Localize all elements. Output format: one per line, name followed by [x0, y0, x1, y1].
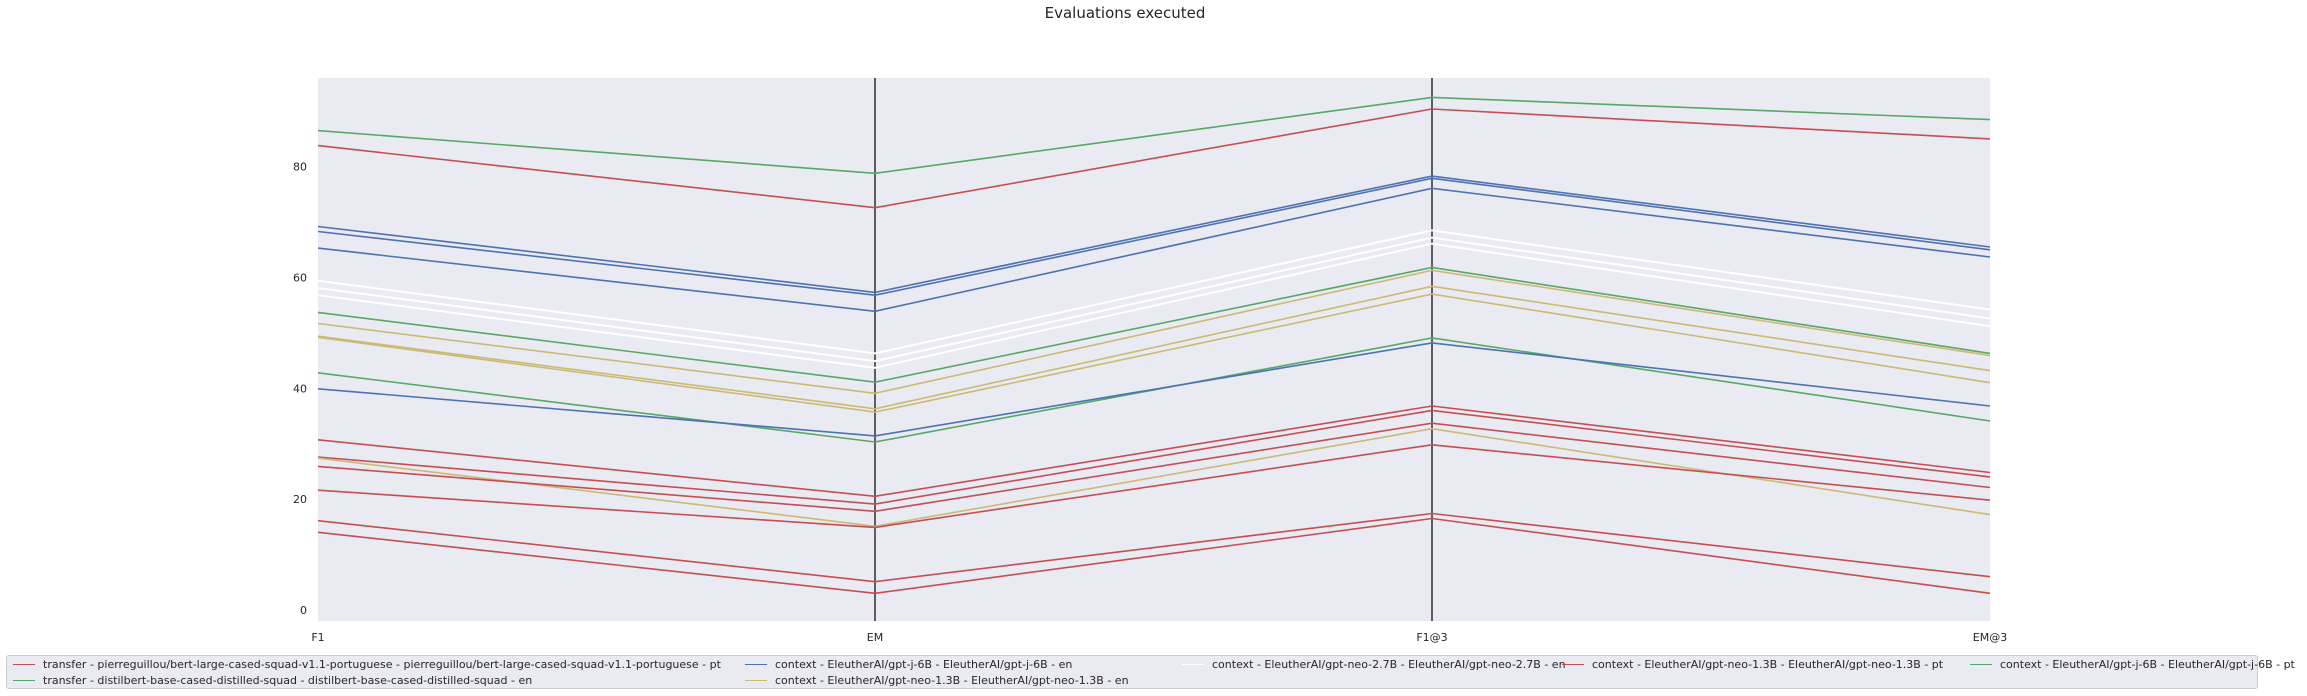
series-line-14: [317, 342, 1991, 437]
series-line-12: [317, 293, 1991, 413]
legend-label: transfer - distilbert-base-cased-distill…: [43, 674, 533, 687]
series-line-3: [317, 175, 1991, 294]
series-line-10: [317, 269, 1991, 395]
legend-label: transfer - pierreguillou/bert-large-case…: [43, 658, 721, 671]
series-line-6: [317, 229, 1991, 355]
series-line-17: [317, 427, 1991, 528]
legend-swatch: [1182, 664, 1204, 665]
series-line-9: [317, 266, 1991, 384]
legend-label: context - EleutherAI/gpt-j-6B - Eleuther…: [775, 658, 1073, 671]
x-tick-label: F1: [311, 631, 324, 644]
legend-item: context - EleutherAI/gpt-neo-2.7B - Eleu…: [1182, 657, 1566, 672]
series-line-16: [317, 409, 1991, 505]
legend-label: context - EleutherAI/gpt-neo-2.7B - Eleu…: [1212, 658, 1566, 671]
legend-swatch: [1562, 664, 1584, 665]
legend-item: context - EleutherAI/gpt-neo-1.3B - Eleu…: [1562, 657, 1943, 672]
y-tick-label: 80: [293, 161, 307, 174]
series-line-7: [317, 236, 1991, 363]
legend-item: transfer - pierreguillou/bert-large-case…: [13, 657, 721, 672]
series-line-4: [317, 177, 1991, 297]
legend-item: transfer - distilbert-base-cased-distill…: [13, 673, 532, 688]
legend: transfer - pierreguillou/bert-large-case…: [6, 655, 2295, 689]
x-tick-label: F1@3: [1416, 631, 1447, 644]
legend-swatch: [745, 680, 767, 681]
legend-swatch: [13, 680, 35, 681]
legend-label: context - EleutherAI/gpt-j-6B - Eleuther…: [2000, 658, 2295, 671]
x-tick-label: EM: [867, 631, 883, 644]
legend-label: context - EleutherAI/gpt-neo-1.3B - Eleu…: [775, 674, 1129, 687]
series-line-15: [317, 405, 1991, 498]
y-tick-label: 40: [293, 382, 307, 395]
series-line-21: [317, 517, 1991, 595]
series-line-1: [317, 96, 1991, 175]
series-line-18: [317, 422, 1991, 513]
y-tick-label: 20: [293, 493, 307, 506]
y-tick-labels: 0 20 40 60 80: [293, 161, 307, 617]
x-tick-label: EM@3: [1973, 631, 2007, 644]
series-line-19: [317, 443, 1991, 529]
legend-swatch: [13, 664, 35, 665]
y-tick-label: 0: [300, 604, 307, 617]
axes-layer: [874, 78, 1433, 621]
legend-item: context - EleutherAI/gpt-j-6B - Eleuther…: [1970, 657, 2295, 672]
series-line-11: [317, 285, 1991, 410]
legend-item: context - EleutherAI/gpt-j-6B - Eleuther…: [745, 657, 1072, 672]
series-line-8: [317, 242, 1991, 369]
legend-item: context - EleutherAI/gpt-neo-1.3B - Eleu…: [745, 673, 1129, 688]
series-line-20: [317, 512, 1991, 583]
x-tick-labels: F1 EM F1@3 EM@3: [311, 631, 2007, 644]
legend-swatch: [745, 664, 767, 665]
series-line-2: [317, 108, 1991, 209]
chart-title: Evaluations executed: [1045, 4, 1206, 22]
plot-area: [318, 78, 1990, 621]
legend-swatch: [1970, 664, 1992, 665]
series-line-5: [317, 187, 1991, 313]
y-tick-label: 60: [293, 272, 307, 285]
legend-label: context - EleutherAI/gpt-neo-1.3B - Eleu…: [1592, 658, 1944, 671]
series-layer: [317, 96, 1991, 595]
